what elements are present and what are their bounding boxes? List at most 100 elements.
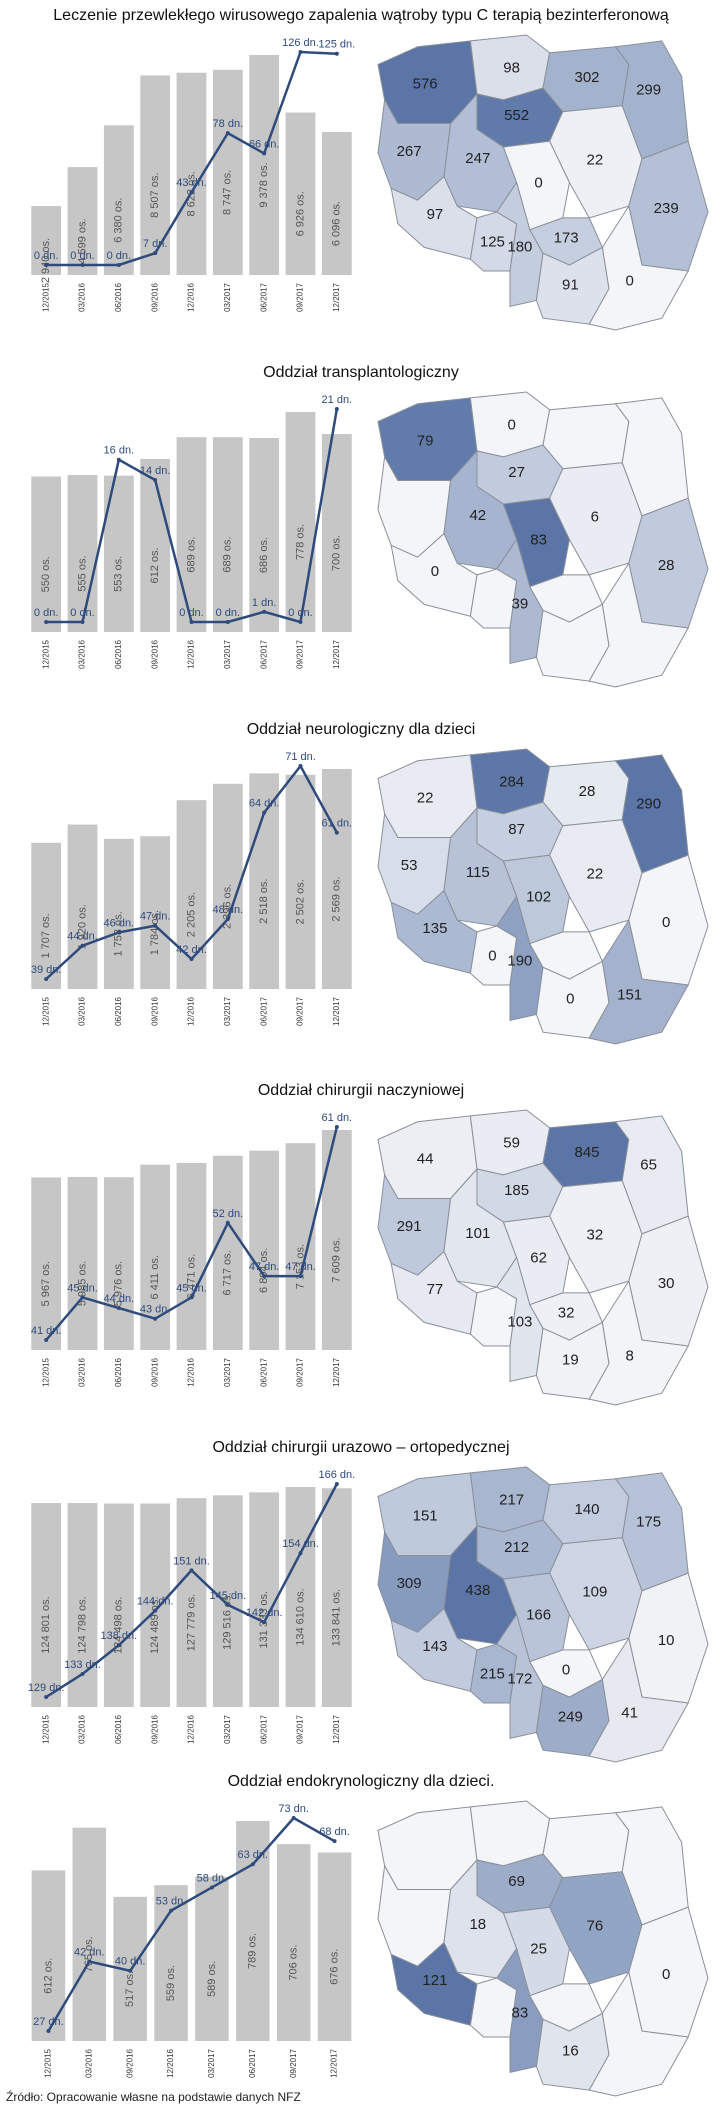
line-point: [262, 1274, 267, 1279]
region-value: 25: [530, 1940, 547, 1957]
panel-title: Oddział transplantologiczny: [263, 364, 459, 381]
panel-title: Oddział endokrynologiczny dla dzieci.: [228, 1773, 495, 1790]
bar-label: 2 518 os.: [258, 879, 270, 924]
category-label: 03/2016: [78, 282, 87, 311]
bar: [140, 1503, 171, 1707]
bar: [212, 69, 243, 275]
region-value: 151: [413, 1508, 438, 1525]
region-value: 247: [465, 150, 490, 167]
region-value: 299: [636, 82, 661, 99]
bar-label: 612 os.: [149, 547, 161, 583]
line-point: [80, 1295, 85, 1300]
region-value: 27: [508, 464, 525, 481]
bar-label: 8 507 os.: [149, 173, 161, 218]
bar: [140, 836, 171, 989]
line-label: 64 dn.: [249, 798, 280, 810]
category-label: 09/2017: [296, 282, 305, 311]
category-label: 03/2016: [78, 996, 87, 1025]
bar: [103, 1177, 134, 1350]
region-value: 215: [480, 1665, 505, 1682]
line-label: 154 dn.: [282, 1538, 319, 1550]
line-label: 0 dn.: [34, 250, 58, 262]
line-label: 39 dn.: [31, 964, 62, 976]
region-value: 42: [469, 507, 486, 524]
region: [588, 204, 689, 331]
region-value: 69: [508, 1873, 525, 1890]
bar: [321, 1488, 352, 1707]
line-point: [189, 190, 194, 195]
bar: [212, 1155, 243, 1350]
category-label: 12/2016: [187, 996, 196, 1025]
bar: [195, 1876, 229, 2041]
bar: [154, 1885, 188, 2041]
category-label: 12/2015: [41, 996, 50, 1025]
line-point: [332, 1839, 337, 1844]
region-value: 125: [480, 233, 505, 250]
category-label: 12/2017: [332, 996, 341, 1025]
category-label: 12/2016: [187, 1357, 196, 1386]
line-point: [80, 943, 85, 948]
category-label: 09/2017: [289, 2048, 298, 2077]
line-label: 45 dn.: [67, 1282, 98, 1294]
region-value: 309: [397, 1575, 422, 1592]
line-point: [262, 1620, 267, 1625]
line-label: 0 dn.: [34, 607, 58, 619]
bar: [103, 838, 134, 989]
region: [542, 403, 630, 470]
line-point: [44, 977, 49, 981]
bar-label: 778 os.: [294, 524, 306, 560]
line-point: [225, 131, 230, 136]
bar-label: 6 380 os.: [113, 198, 125, 243]
bar: [276, 1844, 311, 2041]
category-label: 03/2016: [78, 639, 87, 668]
region: [588, 1279, 689, 1406]
line-label: 166 dn.: [318, 1469, 355, 1481]
category-label: 06/2016: [114, 996, 123, 1025]
bar: [31, 1503, 62, 1707]
line-label: 0 dn.: [70, 607, 94, 619]
bar-label: 5 976 os.: [113, 1261, 125, 1306]
category-label: 03/2016: [78, 1357, 87, 1386]
region-value: 0: [662, 1966, 670, 1983]
bar-label: 6 894 os.: [258, 1248, 270, 1293]
bar-label: 589 os.: [206, 1961, 218, 1997]
category-label: 09/2016: [125, 2048, 134, 2077]
line-point: [298, 620, 303, 624]
line-label: 61 dn.: [322, 1112, 353, 1124]
line-label: 0 dn.: [70, 250, 94, 262]
bar: [31, 476, 62, 632]
line-label: 73 dn.: [278, 1803, 309, 1815]
bar-label: 6 411 os.: [149, 1255, 161, 1299]
line-label: 40 dn.: [115, 1956, 146, 1968]
bar: [285, 112, 316, 276]
line-point: [153, 1316, 158, 1321]
region-value: 552: [504, 107, 529, 124]
region-value: 30: [658, 1275, 675, 1292]
region-value: 18: [469, 1916, 486, 1933]
line-point: [153, 251, 158, 256]
line-point: [262, 609, 267, 614]
region-value: 83: [530, 531, 547, 548]
category-label: 12/2016: [187, 1714, 196, 1743]
region-value: 0: [625, 272, 633, 289]
category-label: 03/2016: [84, 2048, 93, 2077]
bar: [103, 1503, 134, 1707]
category-label: 12/2015: [41, 1357, 50, 1386]
line-point: [116, 1643, 121, 1648]
bar-label: 127 779 os.: [185, 1594, 197, 1652]
line-label: 47 dn.: [285, 1261, 316, 1273]
line-label: 44 dn.: [104, 1293, 135, 1305]
line-point: [334, 830, 339, 835]
line-point: [128, 1968, 133, 1973]
bar-label: 2 396 os.: [222, 884, 234, 929]
region-value: 22: [587, 152, 604, 169]
line-label: 151 dn.: [173, 1555, 210, 1567]
line-point: [334, 407, 339, 411]
region-value: 249: [558, 1708, 583, 1725]
bar: [249, 1150, 280, 1350]
bar: [176, 437, 207, 632]
bar: [67, 475, 98, 632]
bar-label: 612 os.: [42, 1958, 54, 1994]
line-point: [116, 930, 121, 935]
line-point: [225, 917, 230, 922]
